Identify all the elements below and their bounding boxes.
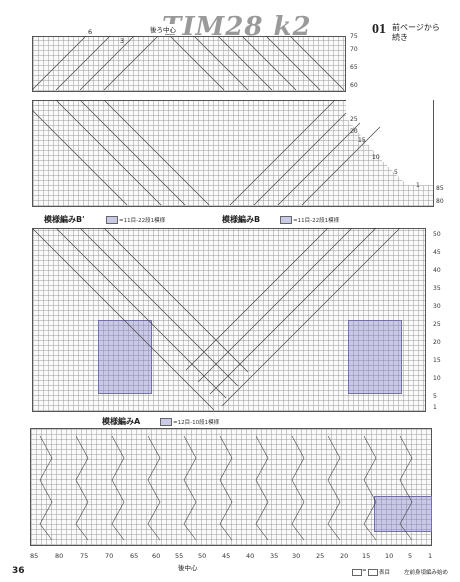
pattern-a-legend-text: =12目-10段1模様 [173,420,220,426]
main-row-25: 25 [433,321,441,328]
mid-row-10: 10 [372,154,380,161]
bottom-center-label: 後中心 [178,564,198,572]
mid-row-15: 15 [358,137,366,144]
main-row-30: 30 [433,303,441,310]
main-row-10: 10 [433,375,441,382]
mid-row-25: 25 [350,116,358,123]
pattern-b-prime-legend-text: =11目-22段1模様 [119,218,166,224]
top-chart-grid [32,36,346,92]
bottom-chart-zigzags [39,435,413,541]
pattern-a-label: 模様編みA [102,417,141,426]
main-row-35: 35 [433,285,441,292]
col-65: 65 [130,552,139,560]
mid-row-5: 5 [394,169,398,176]
footer-legend-swatch-2 [368,569,378,576]
pattern-a-legend-swatch [160,418,172,426]
main-row-1: 1 [433,404,437,411]
col-5: 5 [408,552,413,560]
col-15: 15 [362,552,371,560]
pattern-b-prime-repeat-highlight [98,320,152,394]
main-row-20: 20 [433,339,441,346]
top-row-75: 75 [350,33,358,40]
pattern-a-repeat-highlight [374,496,432,532]
main-row-40: 40 [433,267,441,274]
pattern-b-label: 模様編みB [222,215,261,224]
pattern-b-legend-text: =11目-22段1模様 [293,218,340,224]
col-60: 60 [152,552,161,560]
col-20: 20 [340,552,349,560]
back-center-label: 後ろ中心 [150,24,176,34]
pattern-b-repeat-highlight [348,320,402,394]
top-row-65: 65 [350,64,358,71]
top-chart-diagonals [31,35,345,91]
col-25: 25 [316,552,325,560]
main-row-45: 45 [433,249,441,256]
col-80: 80 [55,552,64,560]
col-70: 70 [105,552,114,560]
page-number: 36 [12,566,25,576]
mid-row-20: 20 [350,128,358,135]
main-chart-diagonals [31,227,401,411]
pattern-b-prime-legend-swatch [106,216,118,224]
top-row-60: 60 [350,82,358,89]
mid-row-80: 80 [436,198,444,205]
footer-legend-note: 表目 [379,570,391,576]
col-55: 55 [175,552,184,560]
pattern-b-prime-label: 模様編みB' [44,215,85,224]
col-50: 50 [198,552,207,560]
middle-chart-diagonals [31,99,381,206]
main-row-5: 5 [433,393,437,400]
col-10: 10 [385,552,394,560]
continuation-note-line2: 続き [392,33,408,42]
col-40: 40 [246,552,255,560]
continuation-note-line1: 前ページから [392,23,440,32]
mid-row-1: 1 [416,182,420,189]
three-marker-label: 3 [120,37,125,45]
footer-caption: 左前身頃編み始め [404,570,449,576]
side-marker-label: 6 [88,28,93,36]
col-45: 45 [222,552,231,560]
col-35: 35 [270,552,279,560]
chart-number: 01 [372,22,386,37]
pattern-b-legend-swatch [280,216,292,224]
col-1: 1 [428,552,433,560]
main-row-15: 15 [433,357,441,364]
col-85: 85 [30,552,39,560]
top-row-70: 70 [350,46,358,53]
main-row-50: 50 [433,231,441,238]
mid-row-85: 85 [436,185,444,192]
bottom-chart-grid [30,428,432,546]
footer-legend-equals: = [362,568,367,574]
footer-legend-swatch [352,569,362,576]
col-30: 30 [292,552,301,560]
col-75: 75 [80,552,89,560]
